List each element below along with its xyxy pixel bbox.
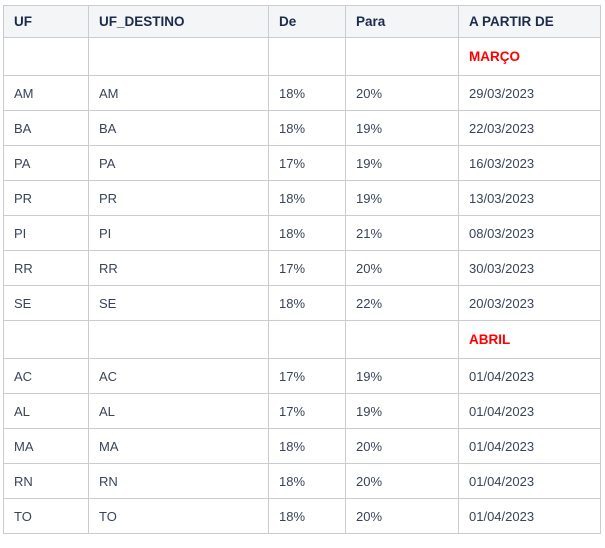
table-row: MA MA 18% 20% 01/04/2023 <box>3 428 601 464</box>
cell-uf: RN <box>3 463 89 499</box>
cell-de: 18% <box>268 180 346 216</box>
cell-para: 21% <box>345 215 459 251</box>
cell-a-partir-de: 01/04/2023 <box>458 498 601 534</box>
cell-para: 22% <box>345 285 459 321</box>
header-row: UF UF_DESTINO De Para A PARTIR DE <box>3 5 601 38</box>
month-header-row: ABRIL <box>3 320 601 359</box>
table-body: MARÇO AM AM 18% 20% 29/03/2023 BA BA 18% 19% 22/03… <box>3 37 601 534</box>
cell-uf: MA <box>3 428 89 464</box>
column-header-para: Para <box>345 5 459 38</box>
cell-para: 20% <box>345 428 459 464</box>
cell-para: 19% <box>345 393 459 429</box>
empty-cell <box>268 37 346 76</box>
empty-cell <box>268 320 346 359</box>
table-row: BA BA 18% 19% 22/03/2023 <box>3 110 601 146</box>
table-row: AL AL 17% 19% 01/04/2023 <box>3 393 601 429</box>
table-row: PR PR 18% 19% 13/03/2023 <box>3 180 601 216</box>
empty-cell <box>3 320 89 359</box>
cell-de: 17% <box>268 145 346 181</box>
table-header: UF UF_DESTINO De Para A PARTIR DE <box>3 5 601 38</box>
cell-para: 19% <box>345 358 459 394</box>
cell-uf: AM <box>3 75 89 111</box>
table-row: AC AC 17% 19% 01/04/2023 <box>3 358 601 394</box>
cell-a-partir-de: 13/03/2023 <box>458 180 601 216</box>
cell-uf-destino: AM <box>88 75 269 111</box>
cell-uf: PA <box>3 145 89 181</box>
cell-a-partir-de: 01/04/2023 <box>458 358 601 394</box>
cell-uf-destino: AL <box>88 393 269 429</box>
cell-uf: TO <box>3 498 89 534</box>
cell-para: 19% <box>345 110 459 146</box>
cell-uf-destino: RN <box>88 463 269 499</box>
icms-rates-table: UF UF_DESTINO De Para A PARTIR DE MARÇO A… <box>3 5 601 534</box>
column-header-uf: UF <box>3 5 89 38</box>
empty-cell <box>3 37 89 76</box>
cell-a-partir-de: 16/03/2023 <box>458 145 601 181</box>
cell-para: 20% <box>345 250 459 286</box>
cell-de: 17% <box>268 393 346 429</box>
empty-cell <box>345 37 459 76</box>
empty-cell <box>88 37 269 76</box>
cell-para: 20% <box>345 498 459 534</box>
cell-uf: AL <box>3 393 89 429</box>
cell-de: 17% <box>268 250 346 286</box>
cell-a-partir-de: 30/03/2023 <box>458 250 601 286</box>
column-header-uf-destino: UF_DESTINO <box>88 5 269 38</box>
cell-uf: PR <box>3 180 89 216</box>
cell-de: 17% <box>268 358 346 394</box>
cell-a-partir-de: 01/04/2023 <box>458 393 601 429</box>
cell-a-partir-de: 29/03/2023 <box>458 75 601 111</box>
cell-uf-destino: AC <box>88 358 269 394</box>
cell-uf-destino: MA <box>88 428 269 464</box>
cell-a-partir-de: 01/04/2023 <box>458 463 601 499</box>
cell-uf-destino: PR <box>88 180 269 216</box>
cell-de: 18% <box>268 110 346 146</box>
cell-uf: RR <box>3 250 89 286</box>
month-label: MARÇO <box>458 37 601 76</box>
table-row: PI PI 18% 21% 08/03/2023 <box>3 215 601 251</box>
cell-a-partir-de: 20/03/2023 <box>458 285 601 321</box>
month-label: ABRIL <box>458 320 601 359</box>
table-row: TO TO 18% 20% 01/04/2023 <box>3 498 601 534</box>
cell-para: 19% <box>345 180 459 216</box>
cell-uf: AC <box>3 358 89 394</box>
cell-uf-destino: SE <box>88 285 269 321</box>
table-row: RN RN 18% 20% 01/04/2023 <box>3 463 601 499</box>
empty-cell <box>88 320 269 359</box>
cell-para: 20% <box>345 75 459 111</box>
cell-de: 18% <box>268 75 346 111</box>
cell-a-partir-de: 01/04/2023 <box>458 428 601 464</box>
cell-de: 18% <box>268 428 346 464</box>
column-header-de: De <box>268 5 346 38</box>
cell-uf: PI <box>3 215 89 251</box>
cell-a-partir-de: 22/03/2023 <box>458 110 601 146</box>
cell-uf: BA <box>3 110 89 146</box>
column-header-a-partir-de: A PARTIR DE <box>458 5 601 38</box>
empty-cell <box>345 320 459 359</box>
cell-uf-destino: PA <box>88 145 269 181</box>
cell-uf-destino: BA <box>88 110 269 146</box>
cell-para: 19% <box>345 145 459 181</box>
cell-a-partir-de: 08/03/2023 <box>458 215 601 251</box>
table-row: RR RR 17% 20% 30/03/2023 <box>3 250 601 286</box>
cell-uf-destino: PI <box>88 215 269 251</box>
cell-de: 18% <box>268 215 346 251</box>
table-row: AM AM 18% 20% 29/03/2023 <box>3 75 601 111</box>
cell-de: 18% <box>268 463 346 499</box>
cell-de: 18% <box>268 285 346 321</box>
cell-uf-destino: TO <box>88 498 269 534</box>
cell-uf: SE <box>3 285 89 321</box>
table-row: PA PA 17% 19% 16/03/2023 <box>3 145 601 181</box>
table-row: SE SE 18% 22% 20/03/2023 <box>3 285 601 321</box>
month-header-row: MARÇO <box>3 37 601 76</box>
cell-uf-destino: RR <box>88 250 269 286</box>
cell-de: 18% <box>268 498 346 534</box>
cell-para: 20% <box>345 463 459 499</box>
